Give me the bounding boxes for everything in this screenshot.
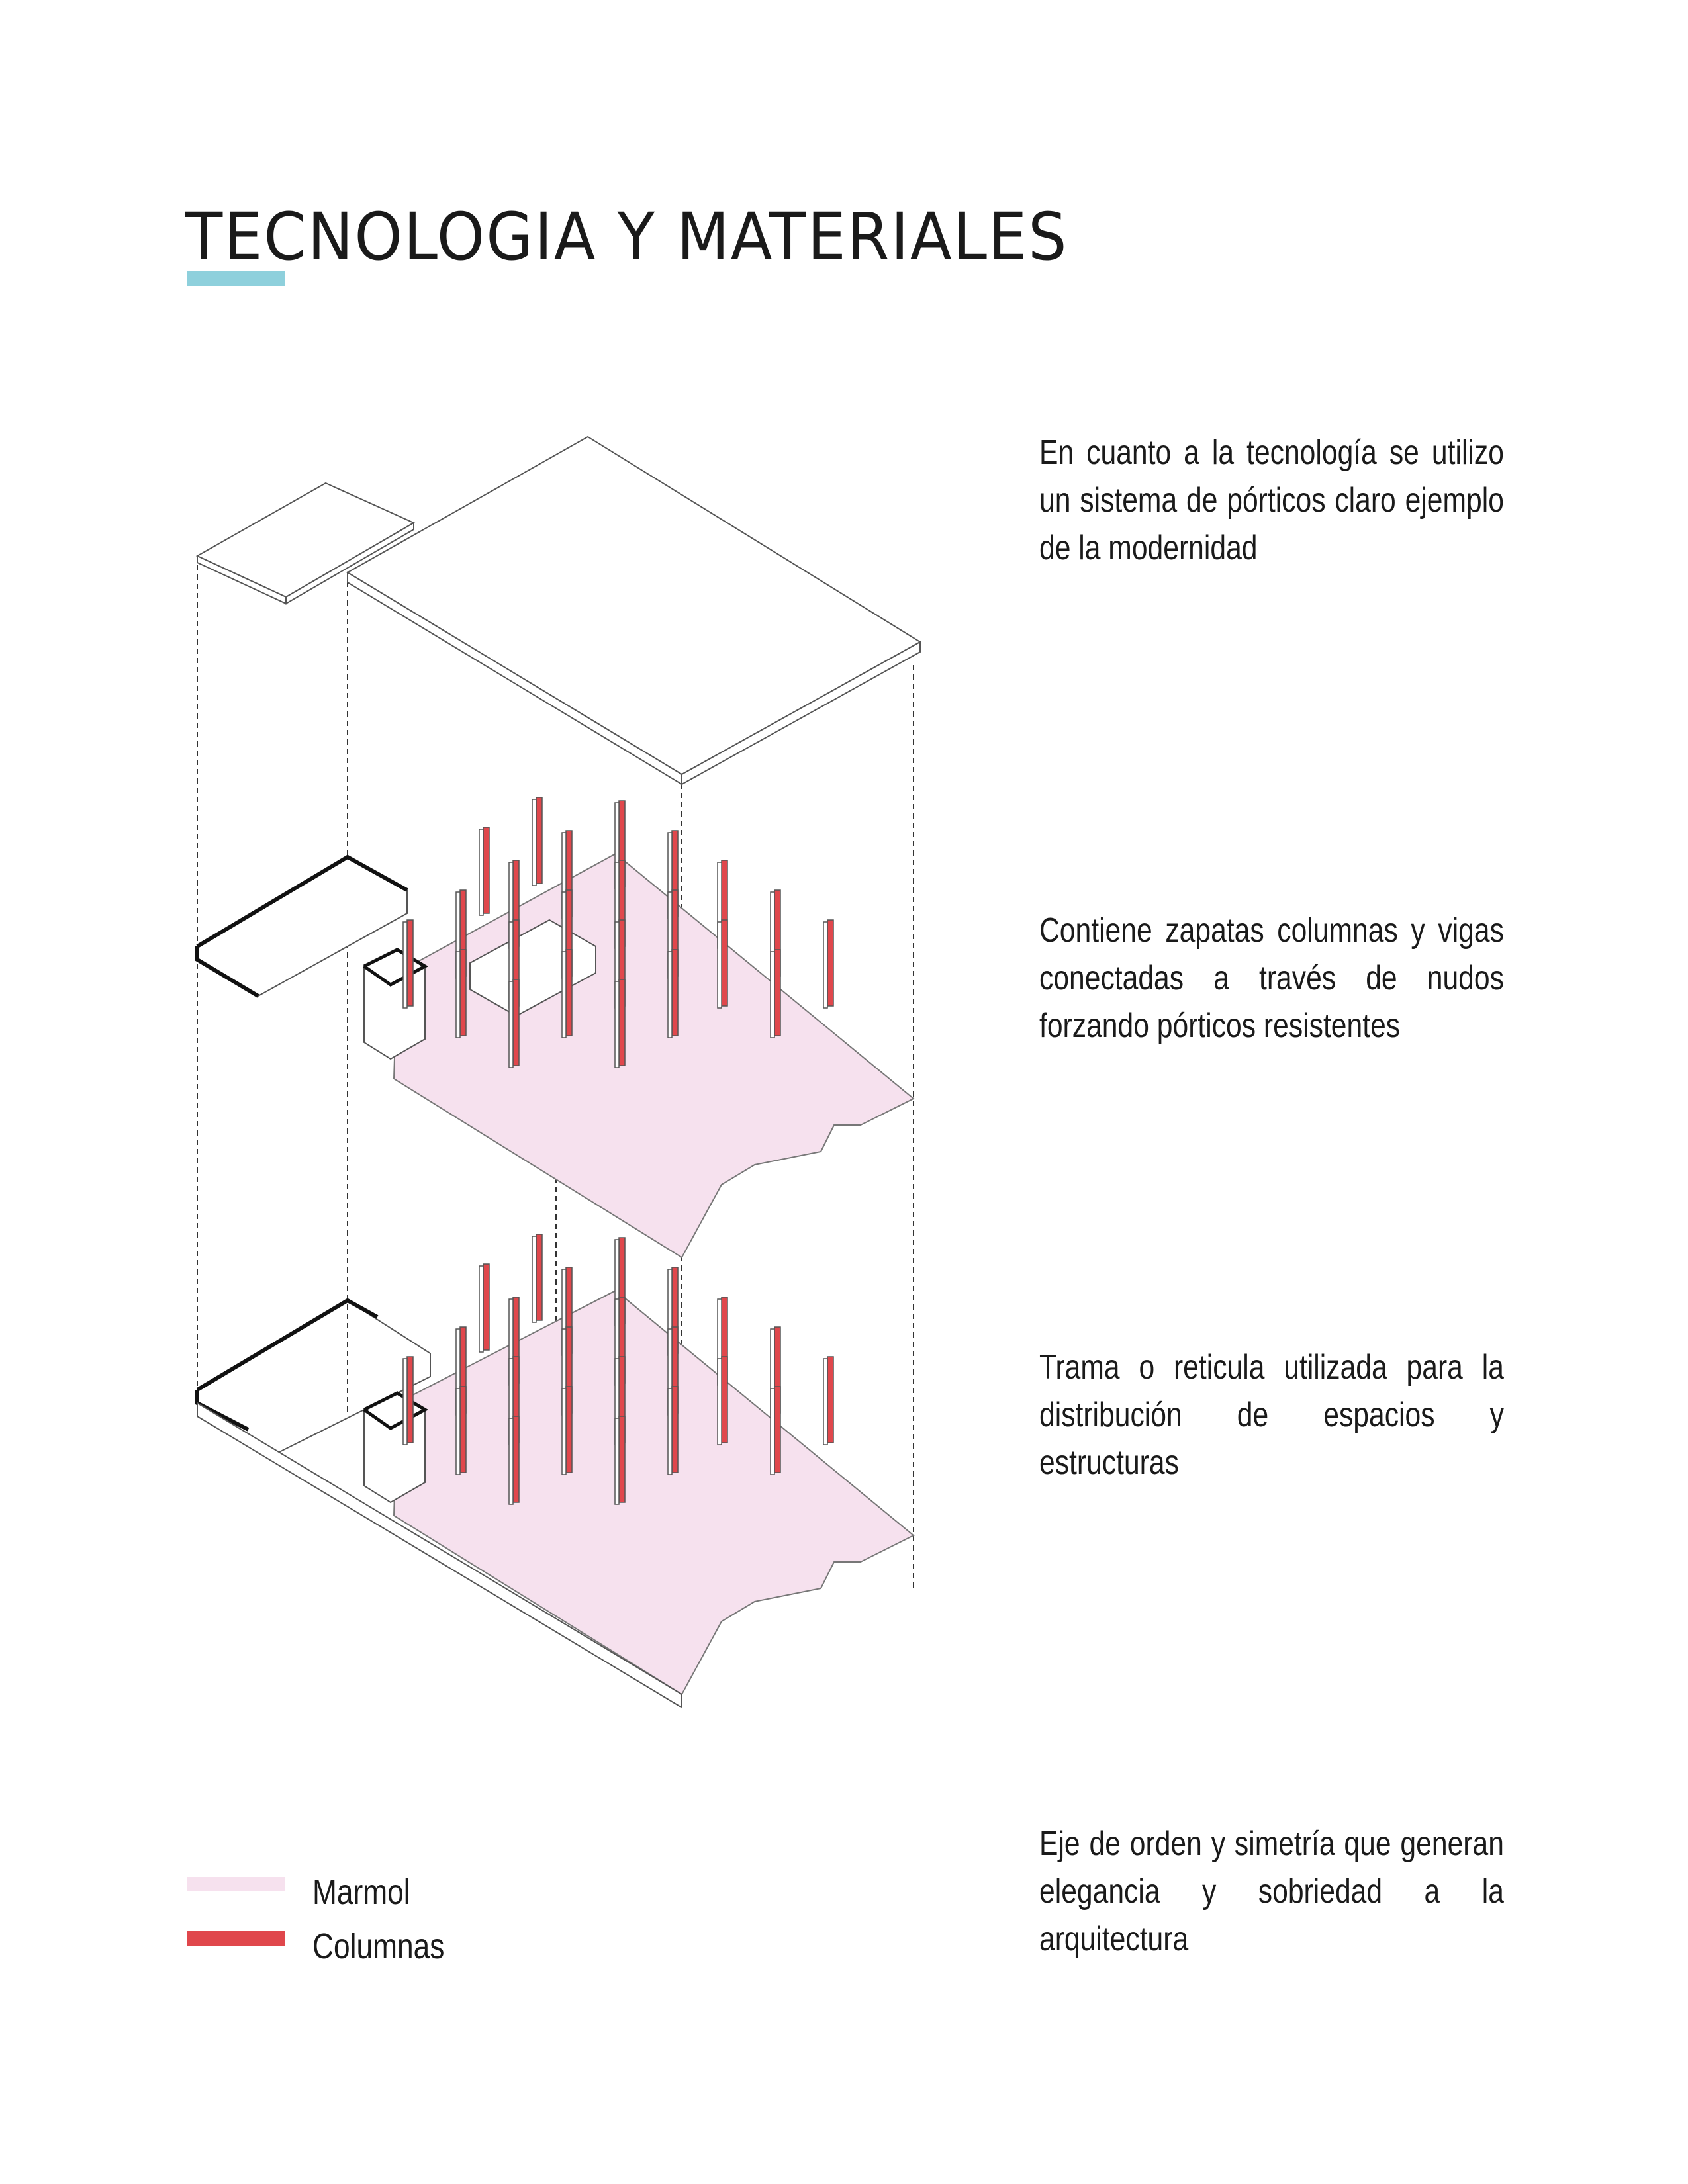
- column-side-upper-14: [667, 951, 673, 1038]
- lower-floor: [195, 1289, 915, 1709]
- column-upper-20: [459, 949, 467, 1036]
- column-side-lower-22: [479, 1265, 484, 1353]
- upper-floor-slab: [393, 852, 915, 1259]
- column-side-lower-5: [823, 1358, 828, 1445]
- column-side-upper-21: [508, 981, 514, 1068]
- column-lower-14: [671, 1386, 679, 1473]
- column-side-lower-10: [770, 1388, 775, 1475]
- column-lower-9: [721, 1356, 728, 1443]
- lower-floor-slab: [393, 1289, 915, 1696]
- column-upper-17: [565, 949, 573, 1036]
- columns-group: [402, 797, 834, 1505]
- column-side-lower-21: [508, 1418, 514, 1505]
- column-lower-22: [483, 1263, 490, 1351]
- column-lower-10: [774, 1386, 781, 1473]
- column-side-upper-10: [770, 951, 775, 1038]
- paragraph-3: Trama o reticula utilizada para la distr…: [1039, 1348, 1504, 1482]
- roof-slab-small: [195, 482, 416, 605]
- column-side-lower-23: [532, 1236, 537, 1323]
- column-side-upper-5: [823, 921, 828, 1009]
- column-side-lower-17: [561, 1388, 567, 1475]
- column-side-lower-9: [717, 1358, 722, 1445]
- column-lower-19: [406, 1356, 414, 1443]
- page-title: TECNOLOGIA Y MATERIALES: [185, 199, 1068, 275]
- column-lower-17: [565, 1386, 573, 1473]
- dashed-projection-lines: [197, 556, 914, 1588]
- column-side-lower-20: [455, 1388, 461, 1475]
- column-side-upper-17: [561, 951, 567, 1038]
- legend-label-marmol: Marmol: [312, 1872, 410, 1912]
- column-upper-5: [827, 919, 834, 1007]
- column-upper-23: [536, 797, 543, 884]
- column-side-lower-19: [402, 1358, 408, 1445]
- paragraph-2: Contiene zapatas columnas y vigas conect…: [1039, 911, 1504, 1045]
- column-upper-19: [406, 919, 414, 1007]
- column-lower-18: [618, 1416, 626, 1503]
- column-upper-22: [483, 827, 490, 914]
- column-side-upper-18: [614, 981, 620, 1068]
- column-lower-21: [512, 1416, 520, 1503]
- paragraph-4: Eje de orden y simetría que generan eleg…: [1039, 1825, 1504, 1958]
- column-side-upper-19: [402, 921, 408, 1009]
- column-side-lower-14: [667, 1388, 673, 1475]
- column-lower-5: [827, 1356, 834, 1443]
- legend-label-columnas: Columnas: [312, 1927, 445, 1966]
- legend-swatch-columnas: [187, 1931, 285, 1946]
- column-side-upper-23: [532, 799, 537, 886]
- column-side-upper-9: [717, 921, 722, 1009]
- column-lower-20: [459, 1386, 467, 1473]
- column-side-upper-22: [479, 829, 484, 916]
- axonometric-drawing: [195, 435, 921, 1709]
- column-upper-18: [618, 979, 626, 1066]
- column-upper-10: [774, 949, 781, 1036]
- lower-black-edge: [196, 1298, 379, 1392]
- roof-slab-large: [346, 435, 921, 786]
- column-upper-14: [671, 949, 679, 1036]
- column-side-lower-18: [614, 1418, 620, 1505]
- column-side-upper-20: [455, 951, 461, 1038]
- upper-black-edge: [196, 854, 408, 948]
- title-underline: [187, 271, 285, 286]
- legend-swatch-marmol: [187, 1877, 285, 1891]
- column-lower-23: [536, 1234, 543, 1321]
- column-upper-9: [721, 919, 728, 1007]
- paragraph-1: En cuanto a la tecnología se utilizo un …: [1039, 433, 1504, 567]
- column-upper-21: [512, 979, 520, 1066]
